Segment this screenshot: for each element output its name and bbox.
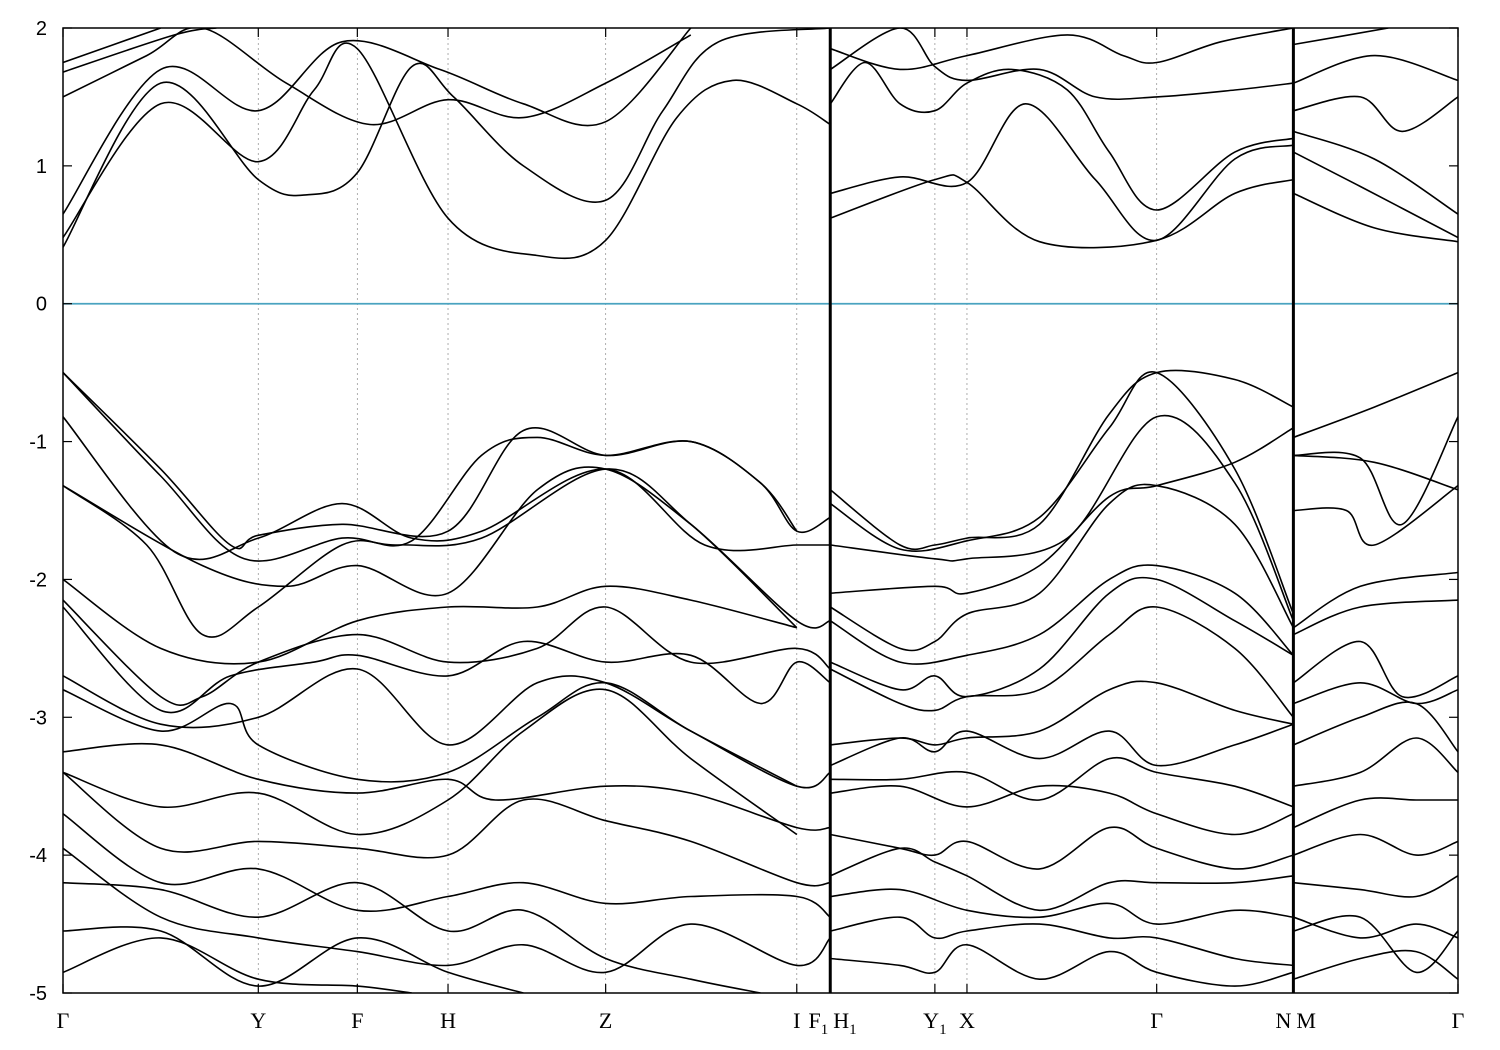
band-56 [1293, 454, 1458, 491]
band-66 [1293, 916, 1458, 939]
band-38 [830, 414, 1295, 622]
band-19 [63, 372, 798, 562]
x-tick-label: Γ [1150, 1008, 1163, 1033]
x-tick-label: H1 [833, 1008, 856, 1038]
band-37 [829, 371, 1295, 615]
band-57 [1292, 571, 1458, 629]
band-27 [63, 681, 798, 787]
band-22 [63, 468, 798, 638]
band-51 [830, 916, 1294, 967]
band-50 [830, 888, 1294, 925]
x-tick-label: N [1275, 1008, 1291, 1033]
y-tick-label: 1 [36, 156, 47, 178]
y-tick-label: 0 [36, 294, 47, 316]
band-33 [63, 881, 761, 993]
band-11 [830, 28, 1294, 71]
y-tick-label: -1 [29, 432, 47, 454]
band-25 [63, 606, 831, 714]
x-tick-label: X [959, 1008, 975, 1033]
band-63 [1293, 797, 1458, 829]
band-1 [63, 42, 831, 260]
band-3 [63, 28, 692, 215]
band-lines [63, 28, 1458, 993]
band-26 [63, 668, 831, 789]
x-axis: Γ Y F H Z I F1 H1 Y1 X Γ N M Γ [57, 28, 1465, 1038]
x-tick-label: Y1 [923, 1008, 946, 1038]
x-tick-label: I [793, 1008, 800, 1033]
band-12 [1293, 192, 1458, 243]
band-46 [830, 756, 1294, 808]
x-tick-label: Y [250, 1008, 266, 1033]
band-61 [1293, 701, 1458, 753]
band-54 [1293, 416, 1458, 526]
band-20 [63, 416, 831, 561]
band-44 [830, 680, 1294, 746]
band-59 [1292, 640, 1458, 699]
band-17 [1293, 28, 1389, 46]
band-28 [63, 742, 831, 831]
band-47 [830, 784, 1294, 836]
x-tick-label: H [440, 1008, 456, 1033]
x-tick-label: Z [599, 1008, 612, 1033]
y-tick-label: -2 [29, 569, 47, 591]
band-34 [63, 926, 524, 993]
band-7 [830, 174, 1294, 249]
x-tick-label: F [351, 1008, 363, 1033]
band-24 [63, 599, 831, 707]
band-16 [1293, 54, 1458, 84]
band-18 [63, 372, 831, 550]
y-tick-label: -4 [29, 845, 47, 867]
y-tick-label: 2 [36, 18, 47, 40]
y-tick-label: -5 [29, 983, 47, 1005]
band-23 [63, 578, 798, 665]
band-15 [1293, 95, 1458, 133]
x-tick-label: Γ [57, 1008, 70, 1033]
band-13 [1293, 151, 1458, 239]
grid-lines [257, 28, 1294, 993]
band-10 [829, 28, 1294, 101]
band-55 [1293, 485, 1458, 546]
band-49 [830, 847, 1294, 912]
band-5 [63, 28, 161, 64]
y-axis: 2 1 0 -1 -2 -3 -4 -5 [29, 18, 1458, 1005]
band-64 [1293, 833, 1458, 856]
band-58 [1293, 599, 1458, 636]
band-65 [1293, 875, 1458, 898]
band-60 [1293, 682, 1458, 705]
band-4 [63, 28, 692, 126]
band-45 [830, 723, 1294, 767]
band-40 [829, 483, 1295, 652]
band-35 [63, 937, 412, 993]
x-tick-label: Γ [1452, 1008, 1465, 1033]
band-62 [1293, 737, 1458, 787]
band-2 [63, 28, 831, 248]
band-31 [63, 813, 831, 918]
band-68 [1293, 949, 1458, 980]
band-29 [63, 688, 798, 836]
y-tick-label: -3 [29, 707, 47, 729]
band-48 [830, 826, 1294, 870]
band-39 [830, 427, 1294, 595]
x-tick-label: M [1296, 1008, 1316, 1033]
band-30 [63, 771, 831, 887]
band-32 [63, 847, 831, 974]
band-36 [829, 369, 1294, 551]
plot-frame [62, 27, 1459, 994]
band-53 [1293, 371, 1458, 439]
band-43 [829, 606, 1295, 718]
panel-dividers [828, 28, 1295, 993]
band-8 [830, 102, 1294, 242]
band-14 [1293, 130, 1458, 215]
band-42 [830, 576, 1294, 698]
band-41 [829, 564, 1294, 665]
band-9 [829, 61, 1294, 211]
band-52 [830, 943, 1294, 987]
band-67 [1293, 914, 1458, 974]
x-tick-label: F1 [809, 1008, 829, 1038]
